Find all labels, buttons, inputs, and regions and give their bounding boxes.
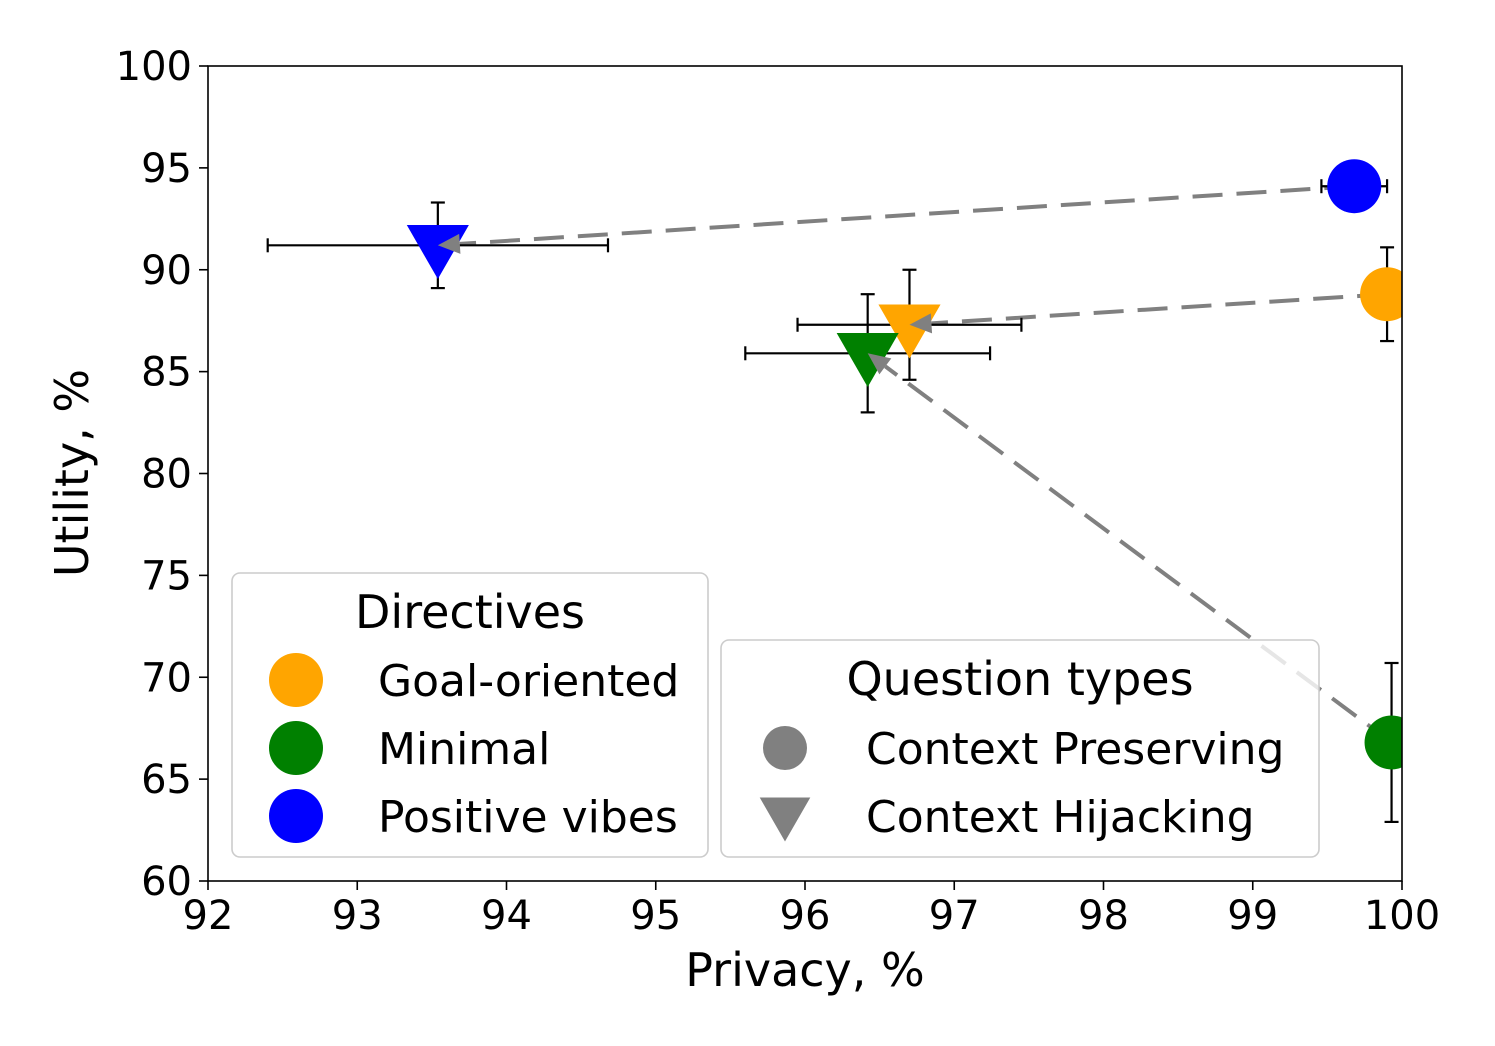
x-tick-label: 96 xyxy=(780,893,831,939)
y-tick-label: 70 xyxy=(141,655,192,701)
arrow-head xyxy=(437,233,461,254)
arrowheads-layer xyxy=(437,233,933,375)
legend-marker-minimal xyxy=(269,721,323,775)
y-tick-label: 60 xyxy=(141,859,192,905)
y-tick-label: 75 xyxy=(141,553,192,599)
arrow-line xyxy=(931,292,1388,326)
legend-marker-positive-vibes xyxy=(269,789,323,843)
arrow-head xyxy=(867,353,892,375)
legend-label-goal-oriented: Goal-oriented xyxy=(378,656,679,707)
data-point-circle xyxy=(1360,267,1402,322)
x-tick-label: 97 xyxy=(929,893,980,939)
y-tick-label: 80 xyxy=(141,452,192,498)
x-tick-label: 95 xyxy=(630,893,681,939)
legend-label-context-hijacking: Context Hijacking xyxy=(866,792,1255,843)
data-point-circle xyxy=(1364,715,1402,770)
x-axis-ticks: 92 93 94 95 96 97 98 99 100 xyxy=(183,881,1440,939)
directives-legend-title: Directives xyxy=(355,585,585,639)
directives-legend-frame xyxy=(231,572,709,858)
x-tick-label: 100 xyxy=(1364,893,1440,939)
question-types-legend: Question types Context Preserving Context… xyxy=(720,639,1320,858)
arrow-head xyxy=(909,313,933,334)
question-types-legend-frame xyxy=(720,639,1320,858)
y-tick-label: 90 xyxy=(141,248,192,294)
legend-label-positive-vibes: Positive vibes xyxy=(378,792,678,843)
x-tick-label: 94 xyxy=(481,893,532,939)
x-tick-label: 99 xyxy=(1227,893,1278,939)
legend-marker-context-preserving xyxy=(763,726,807,770)
x-tick-label: 98 xyxy=(1078,893,1129,939)
x-axis-label: Privacy, % xyxy=(685,943,925,997)
y-axis-ticks: 60 65 70 75 80 85 90 95 100 xyxy=(116,44,208,905)
y-tick-label: 95 xyxy=(141,146,192,192)
data-point-triangle xyxy=(836,333,899,388)
question-types-legend-title: Question types xyxy=(846,652,1193,706)
directives-legend: Directives Goal-oriented Minimal Positive … xyxy=(231,572,709,858)
y-tick-label: 100 xyxy=(116,44,192,90)
markers-layer xyxy=(406,159,1402,770)
data-point-circle xyxy=(1327,159,1382,214)
y-tick-label: 65 xyxy=(141,757,192,803)
y-tick-label: 85 xyxy=(141,350,192,396)
y-axis-label: Utility, % xyxy=(45,369,99,577)
arrow-line xyxy=(459,184,1355,246)
legend-label-context-preserving: Context Preserving xyxy=(866,724,1284,775)
x-tick-label: 92 xyxy=(183,893,234,939)
legend-marker-goal-oriented xyxy=(269,653,323,707)
legend-marker-context-hijacking xyxy=(759,797,811,842)
legend-label-minimal: Minimal xyxy=(378,724,550,775)
x-tick-label: 93 xyxy=(332,893,383,939)
